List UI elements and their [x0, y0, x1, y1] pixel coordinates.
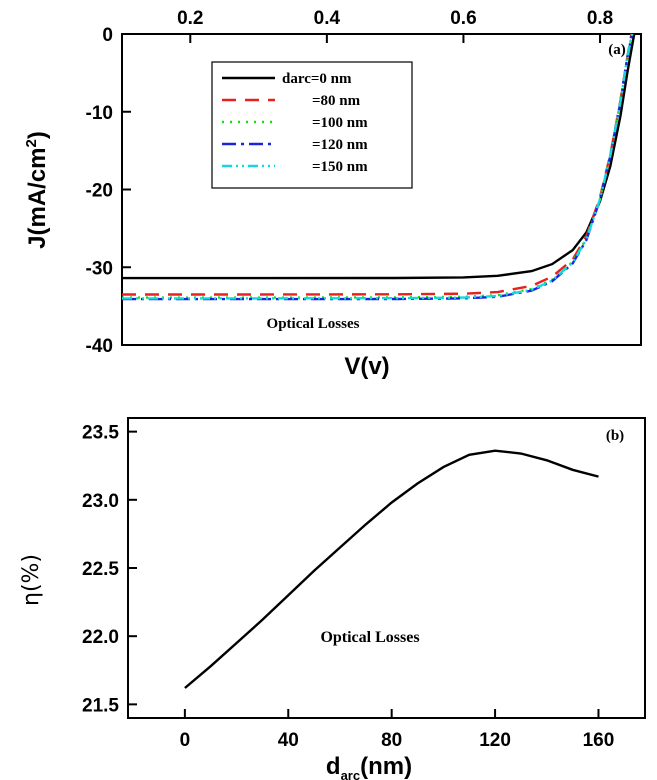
panel-b-efficiency-chart: 0 40 80 120 160 21.5 22.0 22.5 23.0 23.5 Optical …	[19, 417, 646, 780]
panel-b-ticks: 0 40 80 120 160 21.5 22.0 22.5 23.0 23.5	[82, 423, 614, 751]
panel-b-annotation: Optical Losses	[320, 629, 419, 646]
panel-a-annotation: Optical Losses	[267, 316, 360, 332]
x-tick-label: 0	[180, 730, 191, 751]
y-tick-label: -30	[86, 258, 113, 279]
y-tick-label: 23.0	[82, 491, 119, 512]
x-tick-label: 160	[583, 730, 615, 751]
x-tick-label: 120	[479, 730, 511, 751]
panel-b-series-lines	[184, 449, 599, 689]
panel-b-plot-frame	[127, 417, 646, 719]
panel-a-y-axis-title: J(mA/cm2)	[23, 131, 51, 249]
legend-entries: darc=0 nm =80 nm =100 nm =120 nm =150 nm	[222, 71, 368, 175]
panel-a-series-lines	[122, 33, 636, 301]
panel-a-jv-chart: 0.2 0.4 0.6 0.8 0 -10 -20 -30 -40 darc=0 nm =80 n…	[23, 8, 642, 380]
series-line-1	[184, 449, 599, 689]
y-tick-label: 22.0	[82, 627, 119, 648]
y-tick-label: -20	[86, 181, 113, 202]
series-line-2	[122, 33, 633, 296]
series-line-5	[122, 33, 634, 300]
y-tick-label: 23.5	[82, 423, 119, 444]
y-tick-label: 21.5	[82, 695, 119, 716]
y-tick-label: 0	[102, 25, 113, 46]
x-tick-label: 80	[381, 730, 402, 751]
y-tick-label: -40	[86, 336, 113, 357]
panel-a-legend: darc=0 nm =80 nm =100 nm =120 nm =150 nm	[211, 61, 413, 189]
legend-box	[211, 61, 413, 189]
panel-a-label: (a)	[608, 42, 626, 58]
legend-label: =150 nm	[312, 159, 368, 175]
panel-b-x-axis-title: darc(nm)	[326, 753, 412, 780]
legend-label: =80 nm	[312, 93, 361, 109]
legend-label: =120 nm	[312, 137, 368, 153]
legend-label: =100 nm	[312, 115, 368, 131]
legend-label: darc=0 nm	[282, 71, 352, 87]
y-tick-label: -10	[86, 103, 113, 124]
x-tick-label: 0.6	[450, 8, 476, 29]
x-tick-label: 0.2	[177, 8, 203, 29]
y-tick-label: 22.5	[82, 559, 119, 580]
series-line-1	[122, 33, 636, 280]
x-tick-label: 0.8	[587, 8, 613, 29]
panel-a-ticks: 0.2 0.4 0.6 0.8 0 -10 -20 -30 -40	[86, 8, 614, 357]
panel-a-x-axis-title: V(v)	[344, 353, 389, 380]
panel-b-y-axis-title: η(%)	[19, 554, 44, 606]
x-tick-label: 0.4	[314, 8, 341, 29]
x-tick-label: 40	[278, 730, 299, 751]
panel-b-label: (b)	[606, 428, 624, 444]
